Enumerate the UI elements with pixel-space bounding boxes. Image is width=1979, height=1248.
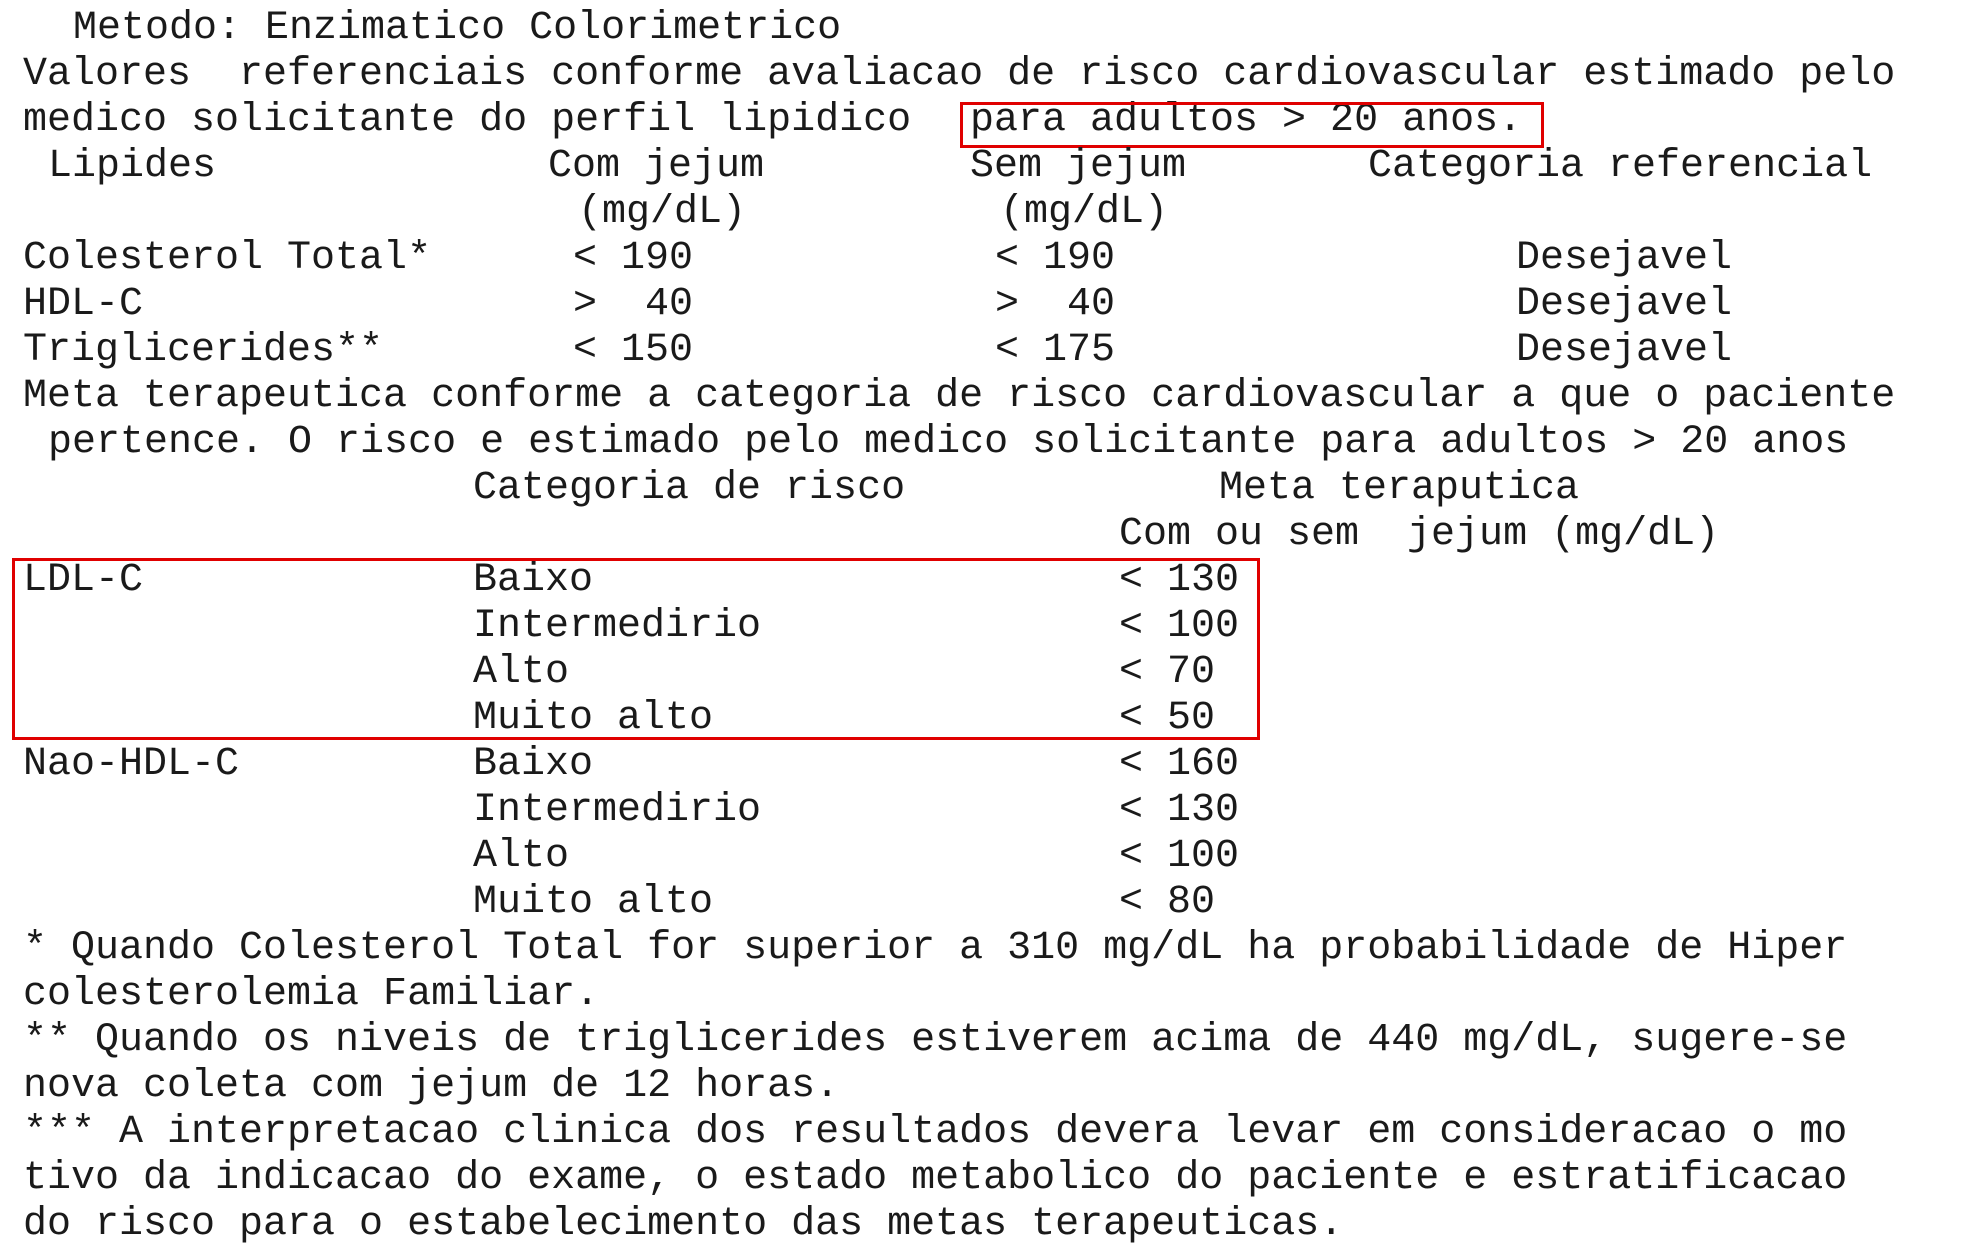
lipid-category: Desejavel bbox=[1516, 328, 1733, 373]
header-meta-teraputica: Meta teraputica bbox=[1219, 466, 1580, 511]
intro-highlight-text: para adultos > 20 anos. bbox=[970, 98, 1523, 143]
lipid-category: Desejavel bbox=[1516, 236, 1733, 281]
risk-category: Alto bbox=[473, 834, 570, 879]
intro-line-1: Valores referenciais conforme avaliacao … bbox=[23, 52, 1896, 97]
lipid-name: Triglicerides** bbox=[23, 328, 384, 373]
lipid-com-value: > 40 bbox=[573, 282, 694, 327]
meta-line-2: pertence. O risco e estimado pelo medico… bbox=[48, 420, 1849, 465]
footnote-line: ** Quando os niveis de triglicerides est… bbox=[23, 1018, 1848, 1063]
target-value: < 70 bbox=[1119, 650, 1216, 695]
footnote-line: nova coleta com jejum de 12 horas. bbox=[23, 1064, 840, 1109]
risk-category: Baixo bbox=[473, 558, 594, 603]
target-value: < 80 bbox=[1119, 880, 1216, 925]
target-value: < 160 bbox=[1119, 742, 1240, 787]
group-name: LDL-C bbox=[23, 558, 144, 603]
lipid-name: Colesterol Total* bbox=[23, 236, 432, 281]
lipid-name: HDL-C bbox=[23, 282, 144, 327]
header-categoria-referencial: Categoria referencial bbox=[1368, 144, 1873, 189]
highlight-box-ldl bbox=[12, 558, 1260, 740]
header-com-jejum: Com jejum bbox=[548, 144, 765, 189]
lipid-com-value: < 190 bbox=[573, 236, 694, 281]
risk-category: Intermedirio bbox=[473, 604, 762, 649]
target-value: < 130 bbox=[1119, 558, 1240, 603]
header-sem-jejum-unit: (mg/dL) bbox=[1000, 190, 1169, 235]
meta-line-1: Meta terapeutica conforme a categoria de… bbox=[23, 374, 1896, 419]
target-value: < 130 bbox=[1119, 788, 1240, 833]
lipid-category: Desejavel bbox=[1516, 282, 1733, 327]
header-lipides: Lipides bbox=[48, 144, 217, 189]
lipid-sem-value: > 40 bbox=[995, 282, 1116, 327]
footnote-line: tivo da indicacao do exame, o estado met… bbox=[23, 1156, 1848, 1201]
highlight-box-age bbox=[960, 102, 1544, 148]
group-name: Nao-HDL-C bbox=[23, 742, 240, 787]
header-categoria-de-risco: Categoria de risco bbox=[473, 466, 906, 511]
target-value: < 100 bbox=[1119, 604, 1240, 649]
risk-category: Alto bbox=[473, 650, 570, 695]
footnote-line: *** A interpretacao clinica dos resultad… bbox=[23, 1110, 1848, 1155]
lipid-sem-value: < 175 bbox=[995, 328, 1116, 373]
lipid-com-value: < 150 bbox=[573, 328, 694, 373]
target-value: < 100 bbox=[1119, 834, 1240, 879]
risk-category: Muito alto bbox=[473, 880, 714, 925]
footnote-line: * Quando Colesterol Total for superior a… bbox=[23, 926, 1848, 971]
footnote-line: colesterolemia Familiar. bbox=[23, 972, 600, 1017]
risk-category: Muito alto bbox=[473, 696, 714, 741]
risk-category: Intermedirio bbox=[473, 788, 762, 833]
header-meta-sub: Com ou sem jejum (mg/dL) bbox=[1119, 512, 1720, 557]
target-value: < 50 bbox=[1119, 696, 1216, 741]
method-line: Metodo: Enzimatico Colorimetrico bbox=[73, 6, 842, 51]
header-sem-jejum: Sem jejum bbox=[970, 144, 1187, 189]
lipid-sem-value: < 190 bbox=[995, 236, 1116, 281]
intro-line-2: medico solicitante do perfil lipidico bbox=[23, 98, 912, 143]
risk-category: Baixo bbox=[473, 742, 594, 787]
header-com-jejum-unit: (mg/dL) bbox=[578, 190, 747, 235]
footnote-line: do risco para o estabelecimento das meta… bbox=[23, 1202, 1344, 1247]
